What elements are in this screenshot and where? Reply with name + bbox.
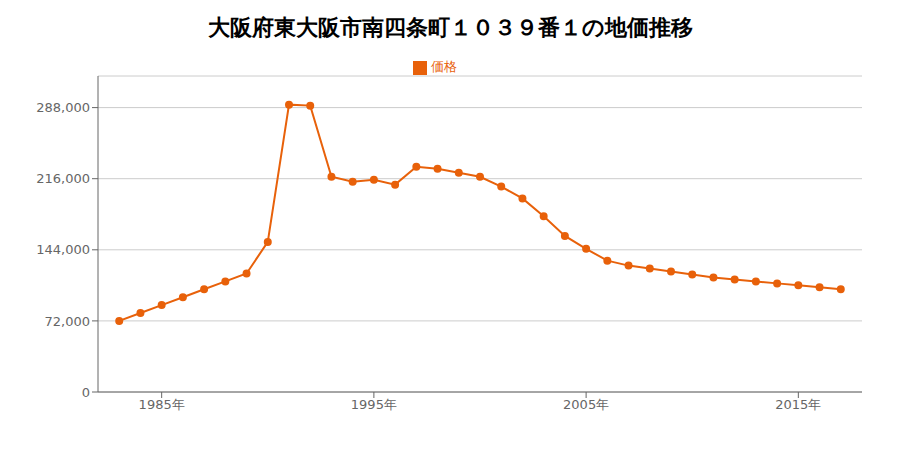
svg-text:2015年: 2015年 xyxy=(775,397,821,412)
svg-text:2005年: 2005年 xyxy=(563,397,609,412)
svg-text:0: 0 xyxy=(82,385,90,400)
svg-text:1985年: 1985年 xyxy=(139,397,185,412)
html-text:価格: 価格 xyxy=(431,59,457,74)
svg-text:216,000: 216,000 xyxy=(36,171,90,186)
html-text:大阪府東大阪市南四条町１０３９番１の地価推移: 大阪府東大阪市南四条町１０３９番１の地価推移 xyxy=(207,15,693,40)
svg-text:144,000: 144,000 xyxy=(36,242,90,257)
svg-text:72,000: 72,000 xyxy=(45,314,91,329)
svg-text:288,000: 288,000 xyxy=(36,100,90,115)
svg-text:1995年: 1995年 xyxy=(351,397,397,412)
